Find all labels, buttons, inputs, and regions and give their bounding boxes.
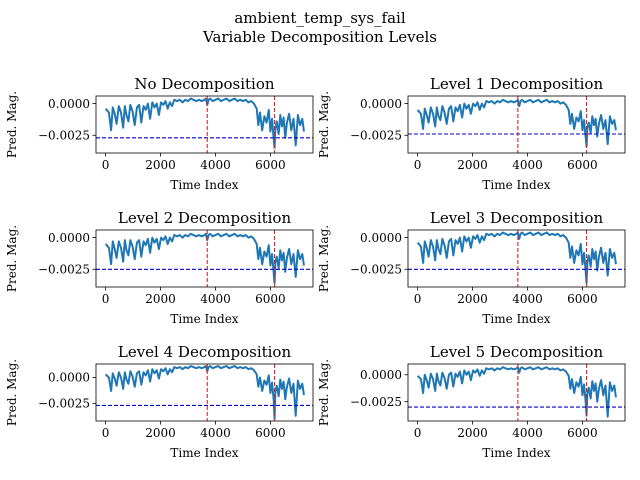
subplots-grid: 0 2000 4000 6000 0.0000 −0.0025 No Decompositi… <box>5 75 626 460</box>
y-tick-label: 0.0000 <box>48 371 90 385</box>
x-tick-label: 6000 <box>567 426 598 440</box>
plot-area <box>96 96 313 153</box>
subplot-title: Level 3 Decomposition <box>430 209 604 227</box>
axes-frame <box>95 363 314 422</box>
y-tick-label: 0.0000 <box>360 97 402 111</box>
x-tick-label: 2000 <box>457 426 488 440</box>
x-tick-label: 2000 <box>145 158 176 172</box>
x-tick-label: 6000 <box>255 426 286 440</box>
subplot-5: 0 2000 4000 6000 0.0000 −0.0025 Level 4 Decomp… <box>5 343 314 460</box>
y-tick-label: −0.0025 <box>38 128 90 142</box>
x-tick-label: 4000 <box>200 426 231 440</box>
x-tick-label: 4000 <box>512 292 543 306</box>
series-line-1 <box>416 231 617 285</box>
y-tick-label: −0.0025 <box>38 262 90 276</box>
x-tick-label: 4000 <box>200 158 231 172</box>
x-axis-label: Time Index <box>482 312 550 326</box>
y-axis-label: Pred. Mag. <box>317 359 331 426</box>
figure-title: ambient_temp_sys_fail <box>234 9 406 27</box>
x-tick-label: 0 <box>102 292 110 306</box>
x-axis-label: Time Index <box>482 446 550 460</box>
axes-frame <box>407 363 626 422</box>
x-tick-label: 0 <box>414 292 422 306</box>
x-tick-label: 0 <box>414 426 422 440</box>
x-tick-label: 0 <box>414 158 422 172</box>
subplot-title: Level 5 Decomposition <box>430 343 604 361</box>
y-tick-label: 0.0000 <box>48 231 90 245</box>
plot-area <box>96 364 313 421</box>
x-tick-label: 0 <box>102 158 110 172</box>
series-line-1 <box>104 232 305 285</box>
y-axis-label: Pred. Mag. <box>317 91 331 158</box>
plot-area <box>408 230 625 287</box>
x-tick-label: 2000 <box>457 158 488 172</box>
subplot-2: 0 2000 4000 6000 0.0000 −0.0025 Level 1 Decomp… <box>317 75 626 192</box>
y-axis-label: Pred. Mag. <box>5 225 19 292</box>
plot-area <box>408 364 625 421</box>
subplot-6: 0 2000 4000 6000 0.0000 −0.0025 Level 5 Decomp… <box>317 343 626 460</box>
series-line-1 <box>416 366 617 418</box>
subplot-1: 0 2000 4000 6000 0.0000 −0.0025 No Decompositi… <box>5 75 314 192</box>
figure-subtitle: Variable Decomposition Levels <box>202 28 437 46</box>
subplot-3: 0 2000 4000 6000 0.0000 −0.0025 Level 2 Decomp… <box>5 209 314 326</box>
axes-frame <box>95 95 314 154</box>
y-axis-label: Pred. Mag. <box>5 359 19 426</box>
series-line-1 <box>416 98 617 148</box>
x-axis-label: Time Index <box>170 446 238 460</box>
subplot-4: 0 2000 4000 6000 0.0000 −0.0025 Level 3 Decomp… <box>317 209 626 326</box>
x-tick-label: 6000 <box>567 292 598 306</box>
y-tick-label: −0.0025 <box>350 262 402 276</box>
y-tick-label: 0.0000 <box>360 368 402 382</box>
y-tick-label: −0.0025 <box>350 395 402 409</box>
subplot-title: Level 1 Decomposition <box>430 75 604 93</box>
x-tick-label: 6000 <box>255 158 286 172</box>
x-tick-label: 6000 <box>255 292 286 306</box>
x-tick-label: 4000 <box>200 292 231 306</box>
plot-area <box>408 96 625 153</box>
axes-frame <box>407 229 626 288</box>
x-tick-label: 4000 <box>512 426 543 440</box>
x-axis-label: Time Index <box>170 178 238 192</box>
axes-frame <box>95 229 314 288</box>
x-tick-label: 2000 <box>145 426 176 440</box>
y-axis-label: Pred. Mag. <box>317 225 331 292</box>
subplot-title: Level 2 Decomposition <box>118 209 292 227</box>
y-tick-label: 0.0000 <box>360 231 402 245</box>
x-axis-label: Time Index <box>482 178 550 192</box>
subplot-title: Level 4 Decomposition <box>118 343 292 361</box>
y-tick-label: −0.0025 <box>38 397 90 411</box>
x-tick-label: 0 <box>102 426 110 440</box>
x-tick-label: 4000 <box>512 158 543 172</box>
y-tick-label: −0.0025 <box>350 128 402 142</box>
plot-area <box>96 230 313 287</box>
x-axis-label: Time Index <box>170 312 238 326</box>
subplot-title: No Decomposition <box>134 75 274 93</box>
y-axis-label: Pred. Mag. <box>5 91 19 158</box>
x-tick-label: 2000 <box>457 292 488 306</box>
axes-frame <box>407 95 626 154</box>
x-tick-label: 6000 <box>567 158 598 172</box>
y-tick-label: 0.0000 <box>48 97 90 111</box>
x-tick-label: 2000 <box>145 292 176 306</box>
